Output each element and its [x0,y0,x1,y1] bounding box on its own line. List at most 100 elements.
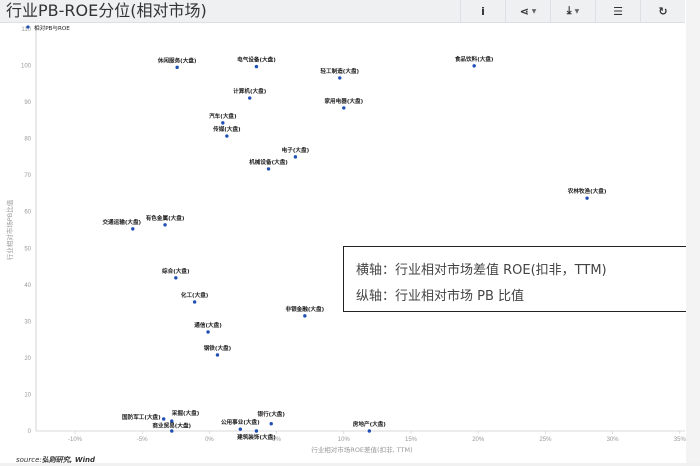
data-label: 计算机(大盘) [233,87,267,95]
data-point [338,76,342,80]
data-label: 公用事业(大盘) [221,418,260,426]
x-tick-label: -5% [137,437,148,443]
x-axis-label: 行业相对市场ROE差值(扣非, TTM) [311,445,412,454]
legend-label: 相对PB与ROE [34,24,70,32]
data-point [175,65,179,70]
x-tick-label: 10% [338,437,351,443]
download-icon: ⤓ [566,4,572,17]
settings-icon: ☰ [613,4,623,18]
refresh-icon: ↻ [658,4,668,18]
data-label: 商业贸易(大盘) [152,422,191,430]
data-label: 农林牧渔(大盘) [567,187,607,195]
download-button[interactable]: ⤓ ▼ [550,0,595,22]
chart-header: 行业PB-ROE分位(相对市场) i ⋖ ▼ ⤓ ▼ ☰ ↻ [0,0,685,23]
data-point [254,429,259,433]
data-point [367,429,372,433]
chart-title: 行业PB-ROE分位(相对市场) [6,1,207,20]
data-point [206,330,210,334]
refresh-button[interactable]: ↻ [640,0,685,22]
data-label: 轻工制造(大盘) [320,67,359,75]
data-point [248,96,252,100]
data-label: 钢铁(大盘) [204,344,232,352]
data-point [162,417,166,421]
data-point [225,134,229,138]
data-point [221,121,225,125]
y-tick-label: 0 [28,429,32,435]
x-tick-label: 35% [674,437,687,443]
data-point [174,276,178,280]
data-point [170,419,174,423]
data-point [293,155,298,159]
data-label: 汽车(大盘) [209,112,237,120]
data-point [269,421,273,426]
y-tick-label: 110 [21,27,31,33]
y-tick-label: 70 [24,173,31,179]
x-tick-label: 20% [472,437,485,443]
source-prefix: source: [16,456,42,464]
data-label: 通信(大盘) [194,321,222,329]
data-label: 机械设备(大盘) [249,158,288,166]
data-label: 综合(大盘) [162,267,190,275]
data-point [266,167,271,171]
caret-down-icon: ▼ [531,7,537,15]
y-tick-label: 60 [24,210,31,216]
info-icon: i [481,4,485,18]
x-tick-label: 30% [607,437,620,443]
x-tick-label: 25% [539,437,552,443]
data-point [215,353,220,357]
source-note: source:弘则研究, Wind [16,455,95,465]
x-tick-label: 5% [272,437,281,443]
legend-marker [26,25,30,29]
data-label: 电子(大盘) [282,146,310,154]
data-point [238,427,243,431]
data-point [472,64,476,68]
caret-down-icon: ▼ [574,7,580,15]
toolbar: i ⋖ ▼ ⤓ ▼ ☰ ↻ [460,0,685,22]
data-label: 建筑装饰(大盘) [236,433,276,441]
data-point [131,227,135,231]
axis-annotation-box: 横轴：行业相对市场差值 ROE(扣非，TTM) 纵轴：行业相对市场 PB 比值 [343,246,695,312]
data-point [254,64,259,69]
data-point [163,223,167,227]
x-tick-label: -10% [68,437,83,443]
annotation-y-axis: 纵轴：行业相对市场 PB 比值 [356,289,525,304]
y-tick-label: 100 [21,64,32,70]
data-label: 休闲服务(大盘) [157,56,197,64]
share-icon: ⋖ [519,4,529,18]
data-label: 电气设备(大盘) [237,56,276,64]
info-button[interactable]: i [460,0,505,22]
settings-button[interactable]: ☰ [595,0,640,22]
y-tick-label: 30 [24,319,31,325]
data-point [342,106,346,110]
data-point [192,300,197,304]
data-label: 非银金融(大盘) [285,305,324,313]
data-label: 采掘(大盘) [172,409,200,417]
data-label: 房地产(大盘) [353,420,387,428]
y-tick-label: 50 [24,246,31,252]
share-button[interactable]: ⋖ ▼ [505,0,550,22]
y-axis-label: 行业相对市场PB比值 [5,199,14,260]
data-label: 家用电器(大盘) [324,97,363,105]
page-edge [0,463,700,466]
page-edge [686,0,700,466]
data-label: 传媒(大盘) [212,125,241,133]
source-text: 弘则研究, Wind [41,456,95,464]
data-point [585,196,589,200]
y-tick-label: 80 [24,137,31,143]
data-label: 银行(大盘) [257,410,285,418]
x-tick-label: 0% [205,437,214,443]
data-point [303,314,307,318]
data-label: 有色金属(大盘) [146,214,185,222]
y-tick-label: 10 [24,392,31,398]
data-label: 食品饮料(大盘) [454,55,494,63]
y-tick-label: 40 [24,283,31,289]
data-point [170,429,174,433]
data-label: 国防军工(大盘) [122,413,161,421]
data-label: 交通运输(大盘) [102,218,141,226]
y-tick-label: 20 [24,356,31,362]
annotation-x-axis: 横轴：行业相对市场差值 ROE(扣非，TTM) [356,263,607,278]
y-tick-label: 90 [24,100,31,106]
x-tick-label: 15% [405,437,418,443]
data-label: 化工(大盘) [181,291,209,299]
